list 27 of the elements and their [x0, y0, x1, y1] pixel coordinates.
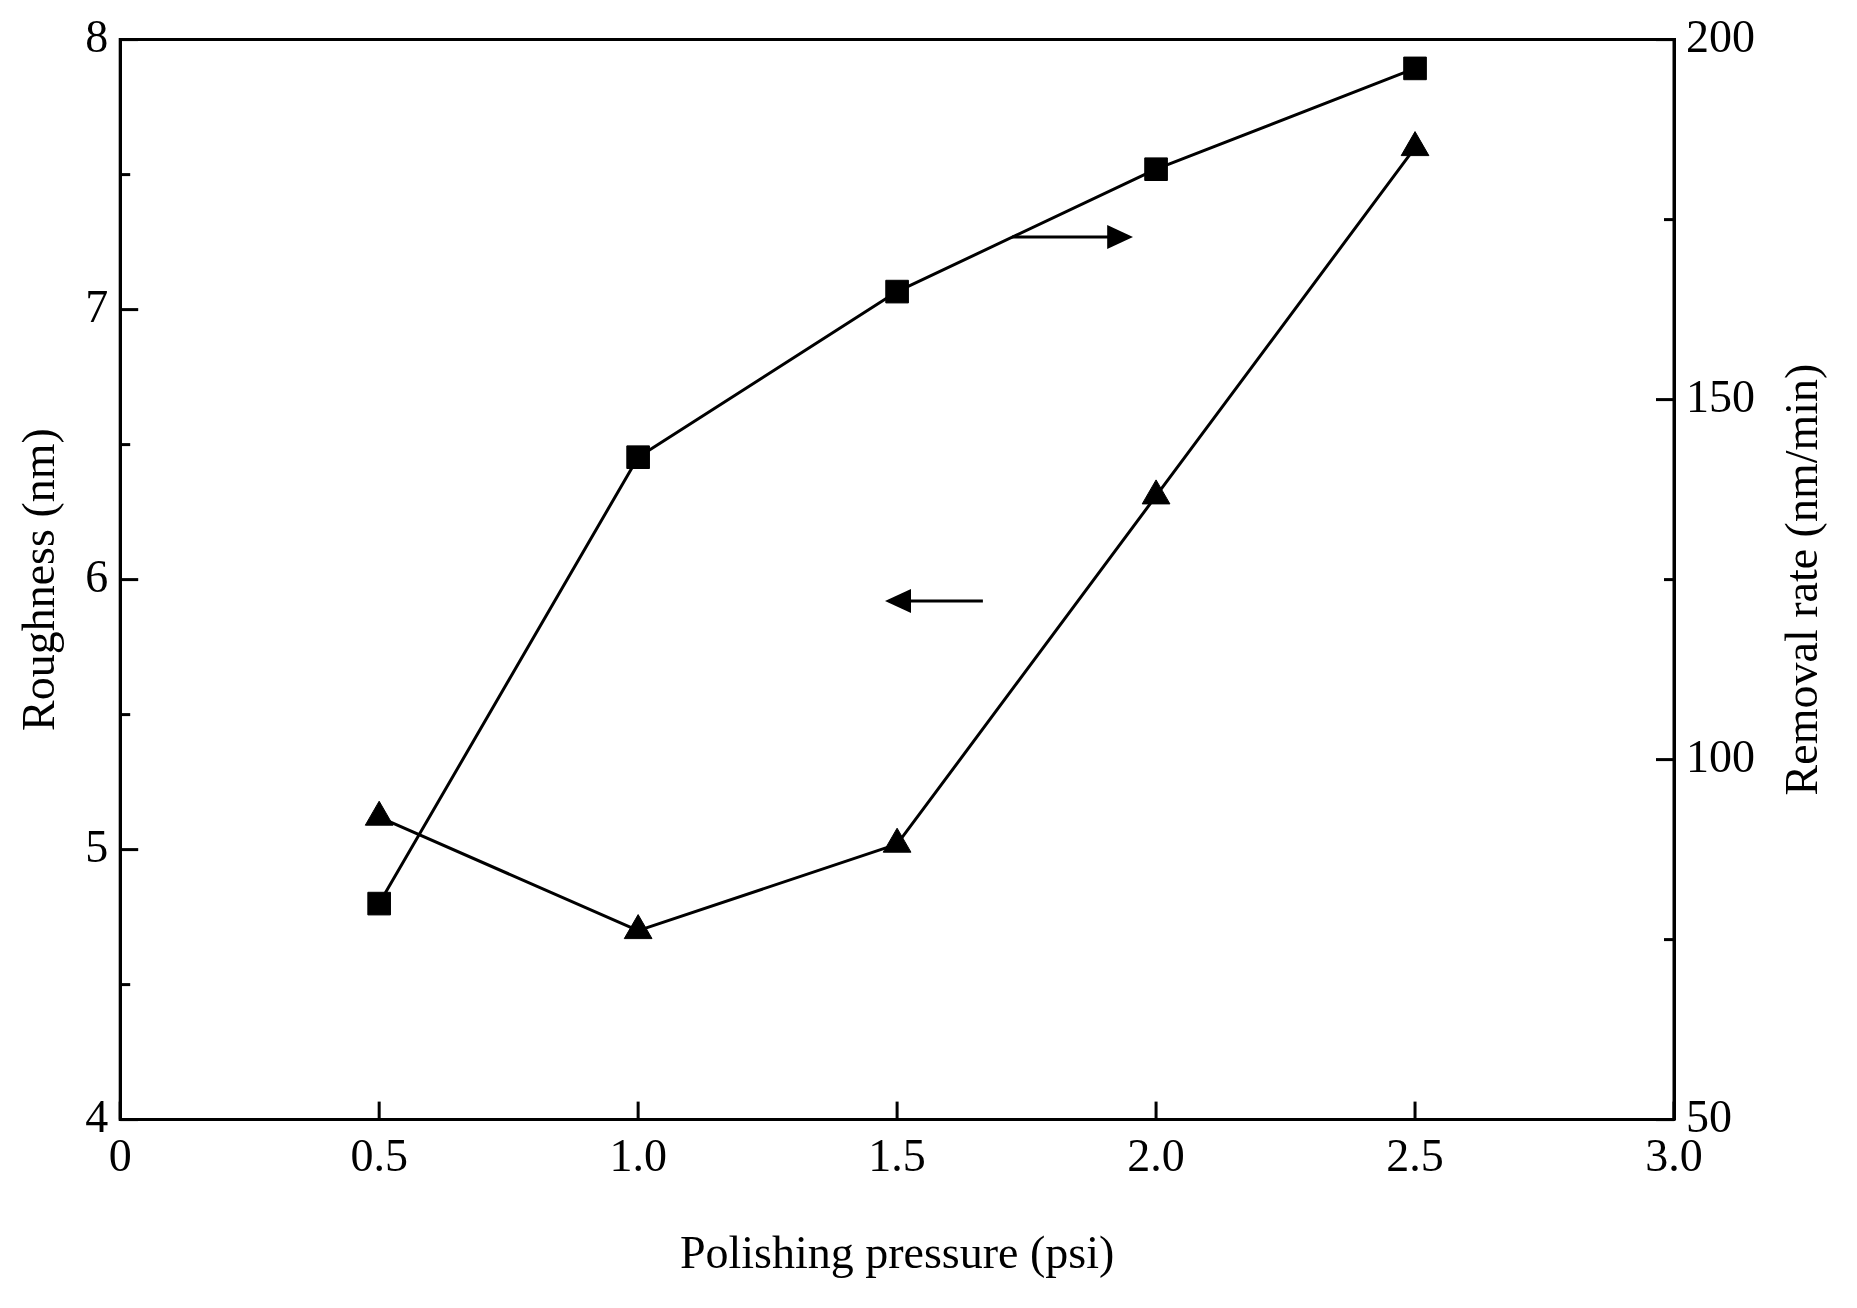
point [1403, 56, 1427, 81]
point [367, 891, 391, 916]
y-axis-title: Roughness (nm) [12, 428, 64, 732]
x-tick-label: 0.5 [350, 1130, 408, 1182]
point [626, 445, 650, 470]
y2-axis-title: Removal rate (nm/min) [1775, 363, 1829, 796]
x-tick-label: 2.5 [1386, 1130, 1444, 1182]
y2-tick-label: 100 [1686, 730, 1755, 782]
point [623, 914, 653, 940]
point [1141, 479, 1171, 505]
y-tick-label: 8 [85, 10, 109, 62]
y-tick-label: 7 [85, 280, 109, 332]
point [1144, 157, 1168, 182]
y-tick-label: 5 [85, 820, 109, 872]
y2-tick-label: 150 [1686, 370, 1755, 422]
x-tick-label: 2.0 [1127, 1130, 1185, 1182]
x-tick-label: 1.5 [868, 1130, 926, 1182]
y-tick-label: 4 [85, 1090, 109, 1142]
point [885, 279, 909, 304]
y-tick-label: 6 [85, 550, 109, 602]
x-tick-label: 1.0 [609, 1130, 667, 1182]
point [882, 827, 912, 853]
x-tick-label: 0 [108, 1130, 132, 1182]
point [364, 800, 394, 826]
point [1400, 131, 1430, 157]
x-axis-title: Polishing pressure (psi) [679, 1227, 1115, 1279]
y2-tick-label: 200 [1686, 10, 1755, 62]
